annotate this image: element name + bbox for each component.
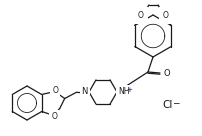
Text: O: O [163, 69, 170, 78]
Text: O: O [163, 11, 168, 20]
Text: N: N [82, 87, 88, 97]
Text: O: O [52, 86, 58, 95]
Text: O: O [51, 112, 57, 121]
Text: Cl: Cl [163, 100, 173, 110]
Text: −: − [172, 98, 180, 107]
Text: O: O [138, 11, 144, 20]
Text: +: + [126, 86, 132, 92]
Text: NH: NH [118, 86, 129, 95]
